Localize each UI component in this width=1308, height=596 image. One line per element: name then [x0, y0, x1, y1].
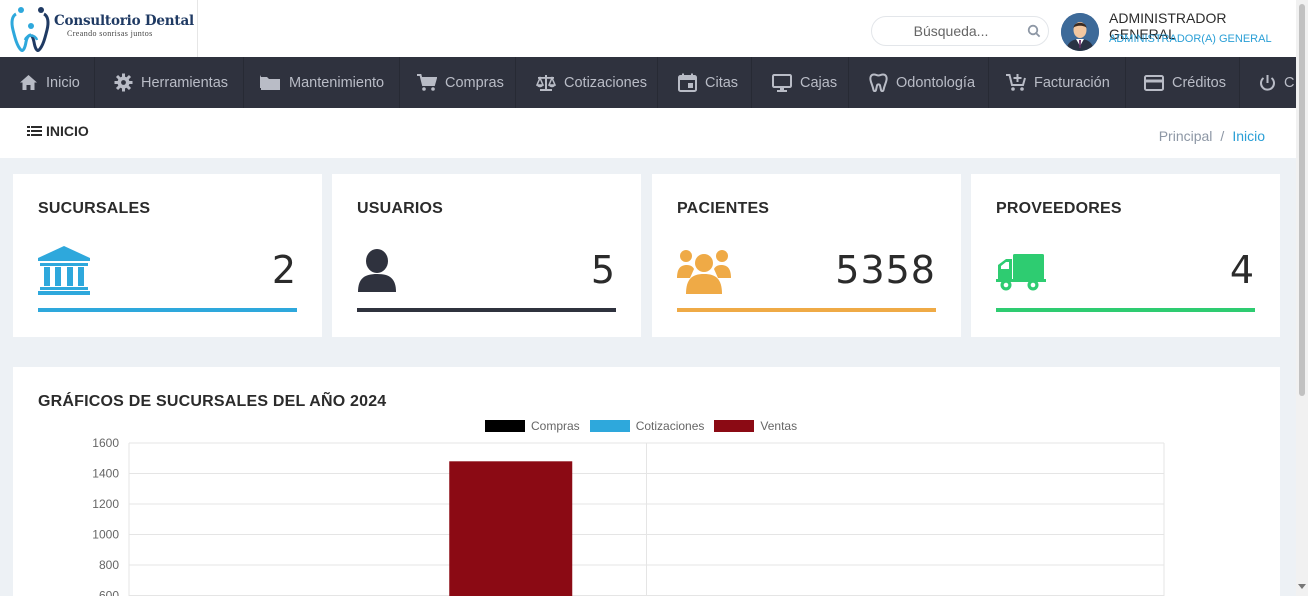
- cart-icon: [417, 73, 437, 91]
- nav-item-facturacion[interactable]: Facturación: [989, 57, 1126, 108]
- chart-legend: Compras Cotizaciones Ventas: [485, 419, 807, 433]
- nav-label: Odontología: [896, 74, 976, 91]
- list-icon: [27, 126, 42, 136]
- page-header: INICIO Principal / Inicio: [0, 108, 1296, 158]
- home-icon: [20, 75, 37, 90]
- monitor-icon: [772, 73, 792, 92]
- nav-label: Mantenimiento: [289, 74, 385, 91]
- user-icon: [358, 249, 396, 292]
- nav-label: Cajas: [800, 74, 838, 91]
- top-header: Consultorio Dental Creando sonrisas junt…: [0, 0, 1296, 57]
- nav-label: Cotizaciones: [564, 74, 648, 91]
- stat-card-proveedores[interactable]: PROVEEDORES 4: [971, 174, 1280, 337]
- nav-label: Créditos: [1172, 74, 1226, 91]
- nav-item-herramientas[interactable]: Herramientas: [95, 57, 244, 108]
- page-title: INICIO: [27, 123, 89, 139]
- main-nav: Inicio Herramientas Mantenimiento Compra…: [0, 57, 1296, 108]
- stat-value: 4: [1229, 248, 1255, 292]
- folder-icon: [260, 75, 280, 90]
- power-icon: [1260, 74, 1275, 91]
- calendar-icon: [678, 73, 697, 92]
- y-tick-label: 1200: [92, 497, 119, 511]
- page-scrollbar[interactable]: [1296, 0, 1308, 596]
- bank-icon: [38, 246, 90, 295]
- brand-tagline: Creando sonrisas juntos: [67, 29, 153, 38]
- stat-title: PROVEEDORES: [996, 200, 1122, 217]
- avatar[interactable]: [1061, 13, 1099, 51]
- stat-card-usuarios[interactable]: USUARIOS 5: [332, 174, 641, 337]
- nav-item-inicio[interactable]: Inicio: [0, 57, 95, 108]
- nav-item-cotizaciones[interactable]: Cotizaciones: [516, 57, 658, 108]
- user-name[interactable]: ADMINISTRADOR GENERAL: [1109, 10, 1227, 42]
- page-title-text: INICIO: [46, 123, 89, 139]
- nav-label: Compras: [445, 74, 504, 91]
- y-tick-label: 1600: [92, 436, 119, 450]
- nav-label: C: [1284, 74, 1295, 91]
- breadcrumb: Principal / Inicio: [1159, 128, 1265, 144]
- legend-swatch: [714, 420, 755, 432]
- stat-card-sucursales[interactable]: SUCURSALES 2: [13, 174, 322, 337]
- stat-bar: [996, 308, 1255, 312]
- nav-item-citas[interactable]: Citas: [658, 57, 752, 108]
- truck-icon: [996, 254, 1046, 291]
- chart-title: GRÁFICOS DE SUCURSALES DEL AÑO 2024: [38, 393, 387, 410]
- scroll-down-arrow[interactable]: [1298, 584, 1306, 589]
- search-input[interactable]: [886, 21, 1016, 41]
- legend-swatch: [485, 420, 525, 432]
- stat-bar: [677, 308, 936, 312]
- stat-title: USUARIOS: [357, 200, 444, 217]
- nav-item-creditos[interactable]: Créditos: [1126, 57, 1240, 108]
- y-tick-label: 800: [99, 558, 119, 572]
- stat-value: 5: [590, 248, 616, 292]
- bar-ventas[interactable]: [449, 461, 573, 596]
- search-icon[interactable]: [1027, 24, 1041, 38]
- stat-card-pacientes[interactable]: PACIENTES 5358: [652, 174, 961, 337]
- legend-item-cotizaciones[interactable]: Cotizaciones: [589, 419, 705, 433]
- brand-logo[interactable]: Consultorio Dental Creando sonrisas junt…: [0, 0, 198, 57]
- breadcrumb-current: Inicio: [1232, 128, 1265, 144]
- stat-bar: [357, 308, 616, 312]
- legend-label: Cotizaciones: [635, 419, 705, 433]
- stat-title: SUCURSALES: [38, 200, 151, 217]
- credit-card-icon: [1144, 74, 1164, 91]
- scrollbar-thumb[interactable]: [1299, 4, 1305, 396]
- y-tick-label: 1000: [92, 528, 119, 542]
- legend-swatch: [589, 420, 630, 432]
- tooth-logo-icon: [10, 7, 50, 52]
- breadcrumb-parent[interactable]: Principal: [1158, 128, 1213, 144]
- legend-label: Compras: [531, 419, 580, 433]
- search-box: [871, 16, 1049, 46]
- stat-bar: [38, 308, 297, 312]
- tooth-icon: [869, 73, 888, 92]
- nav-label: Facturación: [1034, 74, 1110, 91]
- stat-title: PACIENTES: [677, 200, 770, 217]
- nav-item-cerrar[interactable]: C: [1240, 57, 1296, 108]
- legend-label: Ventas: [760, 419, 798, 433]
- breadcrumb-separator: /: [1220, 128, 1225, 144]
- gear-icon: [114, 73, 133, 92]
- user-avatar-icon: [1061, 13, 1099, 51]
- nav-label: Herramientas: [141, 74, 229, 91]
- chart-panel: GRÁFICOS DE SUCURSALES DEL AÑO 2024 Comp…: [13, 367, 1280, 596]
- nav-item-compras[interactable]: Compras: [400, 57, 516, 108]
- legend-item-compras[interactable]: Compras: [485, 419, 580, 433]
- brand-name: Consultorio Dental: [54, 13, 194, 29]
- bar-chart: 1600 1400 1200 1000 800 600: [92, 436, 1165, 596]
- stat-value: 5358: [835, 248, 936, 292]
- nav-label: Inicio: [46, 74, 80, 91]
- users-group-icon: [677, 250, 731, 294]
- user-role: ADMINISTRADOR(A) GENERAL: [1109, 33, 1272, 45]
- cart-plus-icon: [1006, 74, 1026, 91]
- nav-label: Citas: [705, 74, 739, 91]
- legend-item-ventas[interactable]: Ventas: [714, 419, 797, 433]
- stat-value: 2: [271, 248, 297, 292]
- nav-item-mantenimiento[interactable]: Mantenimiento: [244, 57, 400, 108]
- y-tick-label: 600: [99, 589, 119, 596]
- nav-item-odontologia[interactable]: Odontología: [849, 57, 989, 108]
- nav-item-cajas[interactable]: Cajas: [752, 57, 849, 108]
- scale-icon: [536, 74, 556, 91]
- y-tick-label: 1400: [92, 467, 119, 481]
